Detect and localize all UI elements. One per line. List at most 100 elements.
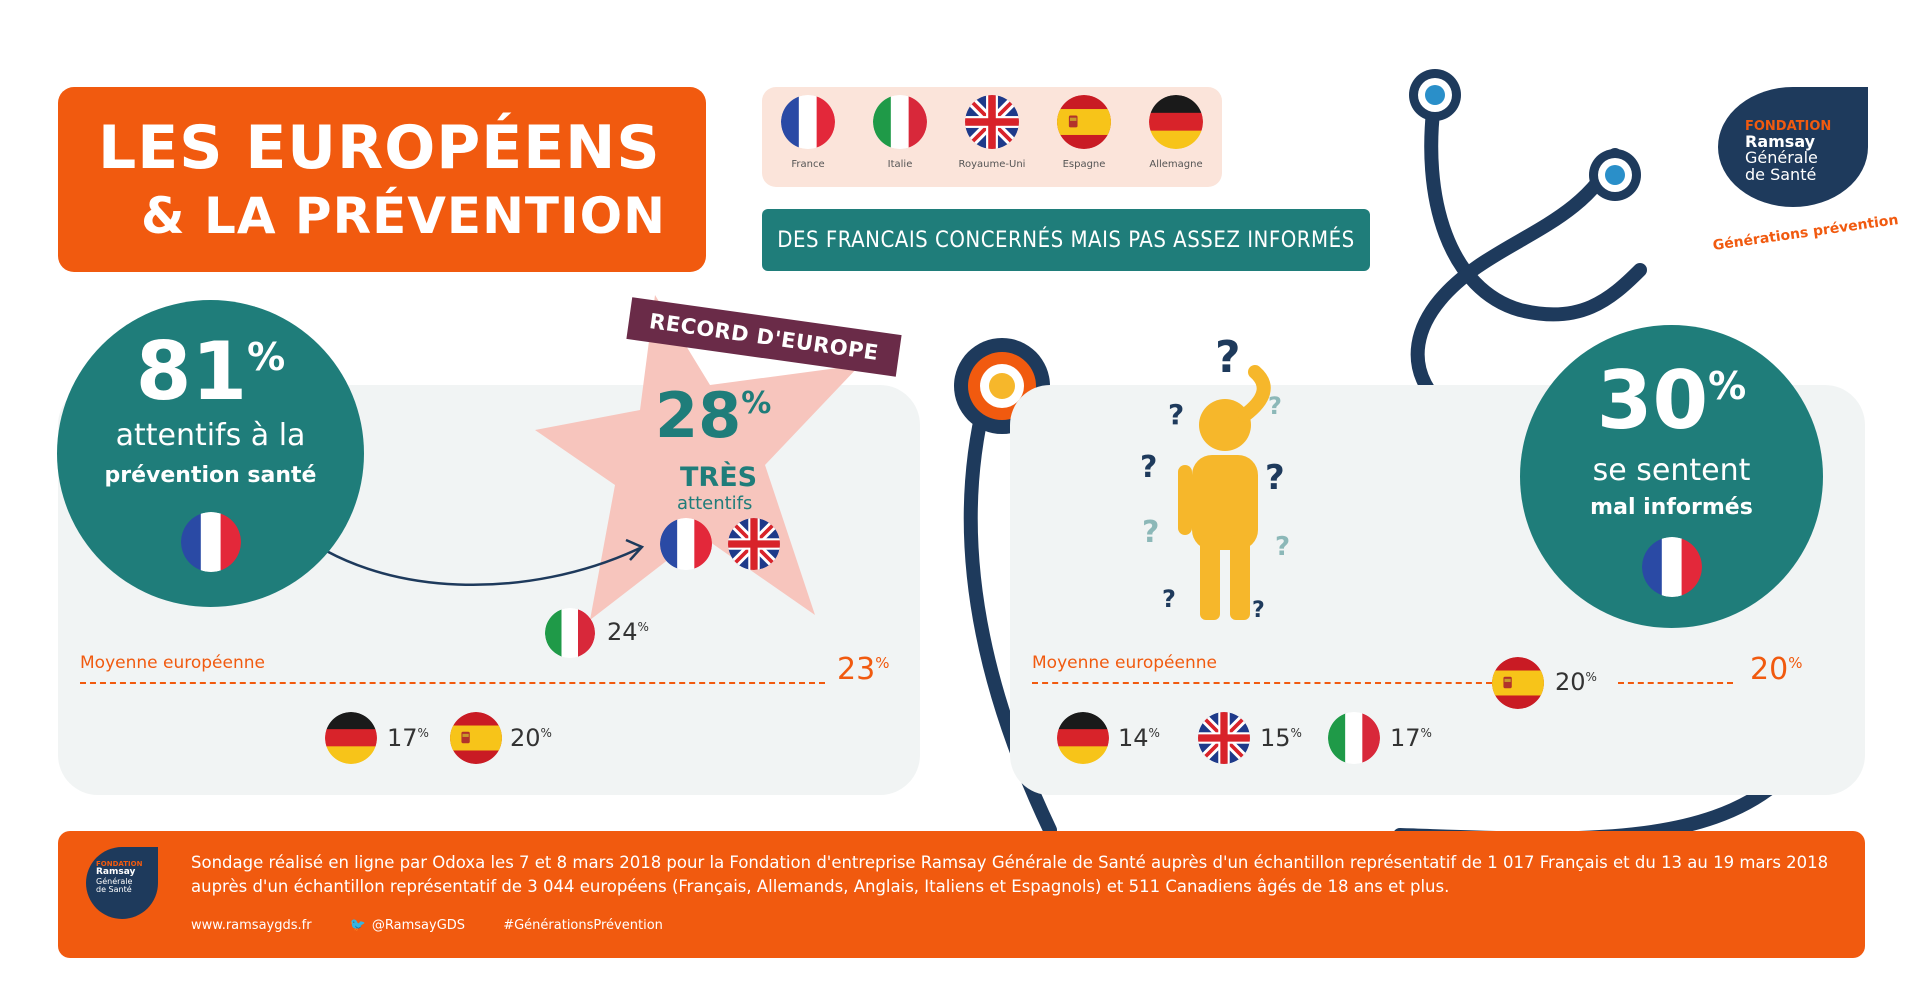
average-value: 20% — [1750, 652, 1802, 687]
website-link[interactable]: www.ramsaygds.fr — [191, 918, 312, 933]
arrow-icon — [291, 527, 645, 587]
record-number: 28 — [655, 379, 742, 452]
question-mark-icon: ? — [1168, 398, 1185, 431]
legend-label: Allemagne — [1149, 159, 1203, 170]
footer-logo-line-4: de Santé — [96, 885, 132, 895]
footer-logo — [86, 847, 158, 919]
logo — [1718, 87, 1868, 207]
twitter-icon: 🐦 — [349, 918, 366, 933]
title-block: LES EUROPÉENS & LA PRÉVENTION — [58, 87, 706, 272]
spain-number: 20 — [1555, 668, 1586, 696]
stat-value: 81% — [57, 332, 364, 412]
stat-line-1: attentifs à la — [115, 418, 306, 453]
legend-label: Espagne — [1062, 159, 1106, 170]
record-line-2: attentifs — [677, 493, 753, 514]
title-line-2: & LA PRÉVENTION — [140, 187, 666, 245]
flag-france-icon — [781, 95, 835, 149]
question-mark-icon: ? — [1215, 332, 1241, 383]
flag-germany-icon — [325, 712, 377, 764]
country-legend: France Italie Royaume-Uni Espagne Allema… — [762, 87, 1222, 187]
footer: FONDATION Ramsay Générale de Santé Sonda… — [58, 831, 1865, 958]
stat-value: 30% — [1520, 361, 1823, 441]
legend-item-germany: Allemagne — [1130, 95, 1222, 170]
legend-item-spain: Espagne — [1038, 95, 1130, 170]
legend-item-uk: Royaume-Uni — [946, 95, 1038, 170]
twitter-link[interactable]: 🐦 @RamsayGDS — [350, 918, 465, 933]
question-mark-icon: ? — [1275, 532, 1291, 562]
legend-item-france: France — [762, 95, 854, 170]
question-mark-icon: ? — [1252, 598, 1265, 623]
germany-value: 17% — [387, 724, 429, 752]
flag-italy-icon — [873, 95, 927, 149]
italy-number: 24 — [607, 618, 638, 646]
spain-unit: % — [540, 726, 552, 740]
flag-france-icon — [1642, 537, 1702, 597]
flag-uk-icon — [1198, 712, 1250, 764]
average-unit: % — [1788, 654, 1803, 672]
flag-france-icon — [181, 512, 241, 572]
uk-number: 15 — [1260, 724, 1291, 752]
average-label: Moyenne européenne — [1032, 653, 1217, 673]
flag-germany-icon — [1057, 712, 1109, 764]
footer-links: www.ramsaygds.fr 🐦 @RamsayGDS #Génération… — [191, 918, 697, 933]
italy-number: 17 — [1390, 724, 1421, 752]
uk-unit: % — [1290, 726, 1302, 740]
twitter-handle: @RamsayGDS — [371, 918, 466, 933]
footer-logo-line-2: Ramsay — [96, 867, 136, 878]
average-value: 23% — [837, 652, 889, 687]
germany-number: 17 — [387, 724, 418, 752]
footer-logo-text: FONDATION Ramsay Générale de Santé — [96, 860, 156, 895]
logo-line-4: de Santé — [1745, 165, 1817, 185]
flag-france-icon — [660, 518, 712, 570]
germany-value: 14% — [1118, 724, 1160, 752]
flag-uk-icon — [728, 518, 780, 570]
question-mark-icon: ? — [1142, 515, 1160, 550]
stat-line-2: prévention santé — [104, 463, 317, 488]
logo-line-1: FONDATION — [1745, 119, 1832, 134]
flag-germany-icon — [1149, 95, 1203, 149]
flag-uk-icon — [965, 95, 1019, 149]
footer-logo-line-3: Générale — [96, 876, 133, 886]
flag-spain-icon — [1492, 657, 1544, 709]
question-mark-icon: ? — [1162, 585, 1176, 613]
stat-unit: % — [247, 335, 286, 379]
logo-text: FONDATION Ramsay Générale de Santé — [1745, 120, 1855, 184]
stat-circle-misinformed: 30% se sentent mal informés — [1520, 325, 1823, 628]
uk-value: 15% — [1260, 724, 1302, 752]
record-value: 28% — [655, 385, 771, 447]
italy-value: 17% — [1390, 724, 1432, 752]
confused-person-icon — [1178, 365, 1271, 620]
hashtag-link[interactable]: #GénérationsPrévention — [503, 918, 663, 933]
average-unit: % — [875, 654, 890, 672]
legend-label: France — [791, 159, 825, 170]
stat-number: 30 — [1596, 354, 1709, 447]
spain-value: 20% — [1555, 668, 1597, 696]
italy-unit: % — [1420, 726, 1432, 740]
flag-italy-icon — [1328, 712, 1380, 764]
flag-italy-icon — [545, 608, 595, 658]
average-line — [80, 682, 825, 684]
flag-spain-icon — [450, 712, 502, 764]
average-number: 20 — [1750, 652, 1789, 687]
title-line-1: LES EUROPÉENS — [98, 113, 661, 183]
average-line — [1618, 682, 1733, 684]
spain-unit: % — [1585, 670, 1597, 684]
record-unit: % — [741, 386, 772, 421]
italy-value: 24% — [607, 618, 649, 646]
record-line-1: TRÈS — [680, 462, 758, 493]
average-line — [1032, 682, 1492, 684]
spain-value: 20% — [510, 724, 552, 752]
footer-logo-line-1: FONDATION — [96, 860, 143, 868]
footer-text: Sondage réalisé en ligne par Odoxa les 7… — [191, 853, 1829, 896]
subtitle-banner: DES FRANCAIS CONCERNÉS MAIS PAS ASSEZ IN… — [762, 209, 1370, 271]
logo-line-3: Générale — [1745, 148, 1818, 168]
stat-circle-attentive: 81% attentifs à la prévention santé — [57, 300, 364, 607]
question-mark-icon: ? — [1265, 458, 1285, 498]
legend-label: Italie — [887, 159, 913, 170]
question-mark-icon: ? — [1268, 392, 1282, 420]
stat-line-2: mal informés — [1590, 495, 1753, 520]
logo-line-2: Ramsay — [1745, 131, 1816, 151]
average-label: Moyenne européenne — [80, 653, 265, 673]
stat-number: 81 — [135, 325, 248, 418]
stat-unit: % — [1708, 364, 1747, 408]
